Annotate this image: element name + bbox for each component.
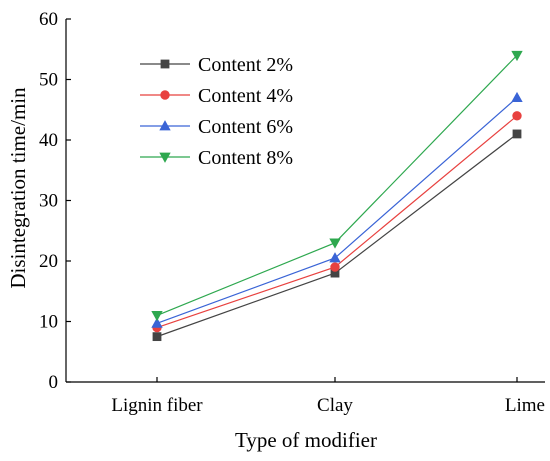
legend-item: Content 4%: [140, 85, 293, 107]
series-lines: [151, 50, 523, 342]
y-tick-label: 0: [49, 372, 59, 393]
legend-label: Content 6%: [198, 116, 293, 138]
legend-item: Content 2%: [140, 54, 293, 76]
y-tick-label: 10: [39, 312, 58, 333]
legend-marker: [159, 120, 171, 131]
legend-marker: [160, 59, 170, 69]
legend: Content 2% Content 4% Content 6% Content 8%: [140, 54, 293, 169]
data-point: [512, 111, 522, 121]
legend-item: Content 6%: [140, 116, 293, 138]
legend-label: Content 2%: [198, 54, 293, 76]
series-4: [151, 50, 523, 322]
data-point: [151, 311, 163, 322]
legend-marker: [159, 152, 171, 163]
axis-ticks: 0 10 20 30 40 50 60 Lignin fiber Clay Lime: [39, 9, 545, 416]
data-point: [512, 129, 522, 139]
legend-marker: [160, 90, 170, 100]
y-tick-label: 30: [39, 191, 58, 212]
data-point: [511, 50, 523, 62]
y-tick-label: 60: [39, 9, 58, 30]
legend-label: Content 4%: [198, 85, 293, 107]
x-tick-label: Clay: [317, 395, 353, 416]
y-axis-title: Disintegration time/min: [6, 87, 30, 289]
data-point: [329, 252, 341, 263]
series-2: [152, 111, 522, 333]
x-tick-label: Lime: [505, 395, 545, 416]
data-point: [152, 332, 162, 342]
data-point: [151, 317, 163, 328]
x-tick-label: Lignin fiber: [111, 395, 203, 416]
y-tick-label: 20: [39, 251, 58, 272]
axes: [65, 19, 545, 383]
series-1: [152, 129, 522, 342]
y-tick-label: 50: [39, 70, 58, 91]
data-point: [330, 262, 340, 272]
series-3: [151, 91, 523, 328]
y-tick-label: 40: [39, 130, 58, 151]
data-point: [511, 91, 523, 103]
legend-label: Content 8%: [198, 147, 293, 169]
data-point: [329, 238, 341, 249]
legend-item: Content 8%: [140, 147, 293, 169]
x-axis-title: Type of modifier: [235, 428, 377, 452]
